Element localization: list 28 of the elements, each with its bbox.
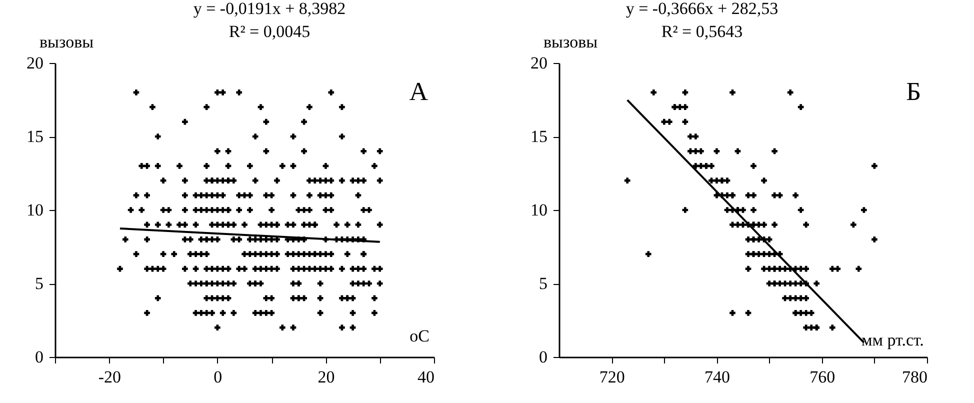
y-tick-label: 15 bbox=[26, 127, 44, 146]
text: Б bbox=[906, 77, 921, 106]
y-tick-label: 15 bbox=[530, 127, 548, 146]
text: R² = 0,0045 bbox=[228, 22, 310, 41]
x-tick-label: 40 bbox=[418, 368, 434, 386]
y-tick-label: 10 bbox=[26, 200, 44, 220]
y-axis-title: вызовы bbox=[40, 32, 94, 52]
x-tick-label: 760 bbox=[810, 368, 836, 386]
y-tick-label: 20 bbox=[26, 54, 44, 72]
y-tick-label: 10 bbox=[530, 200, 548, 220]
x-axis-title: мм рт.ст. bbox=[862, 330, 924, 350]
x-tick-label: 20 bbox=[318, 368, 335, 386]
y-axis-title: вызовы bbox=[544, 32, 598, 52]
y-tick-label: 0 bbox=[35, 348, 44, 366]
text: А bbox=[409, 77, 428, 106]
text: y = -0,0191x + 8,3982 bbox=[193, 0, 346, 18]
y-tick-label: 20 bbox=[530, 54, 548, 72]
x-tick-label: 0 bbox=[214, 368, 222, 386]
text: y = -0,3666x + 282,53 bbox=[626, 0, 778, 18]
x-tick-label: 740 bbox=[704, 368, 730, 386]
y-tick-label: 5 bbox=[539, 274, 548, 293]
x-tick-label: 780 bbox=[902, 368, 928, 386]
text: R² = 0,5643 bbox=[661, 22, 743, 41]
x-tick-label: 720 bbox=[599, 368, 625, 386]
x-axis-title: oC bbox=[410, 326, 430, 346]
y-tick-label: 5 bbox=[35, 274, 44, 293]
x-tick-label: -20 bbox=[98, 368, 121, 386]
y-tick-label: 0 bbox=[539, 348, 548, 366]
